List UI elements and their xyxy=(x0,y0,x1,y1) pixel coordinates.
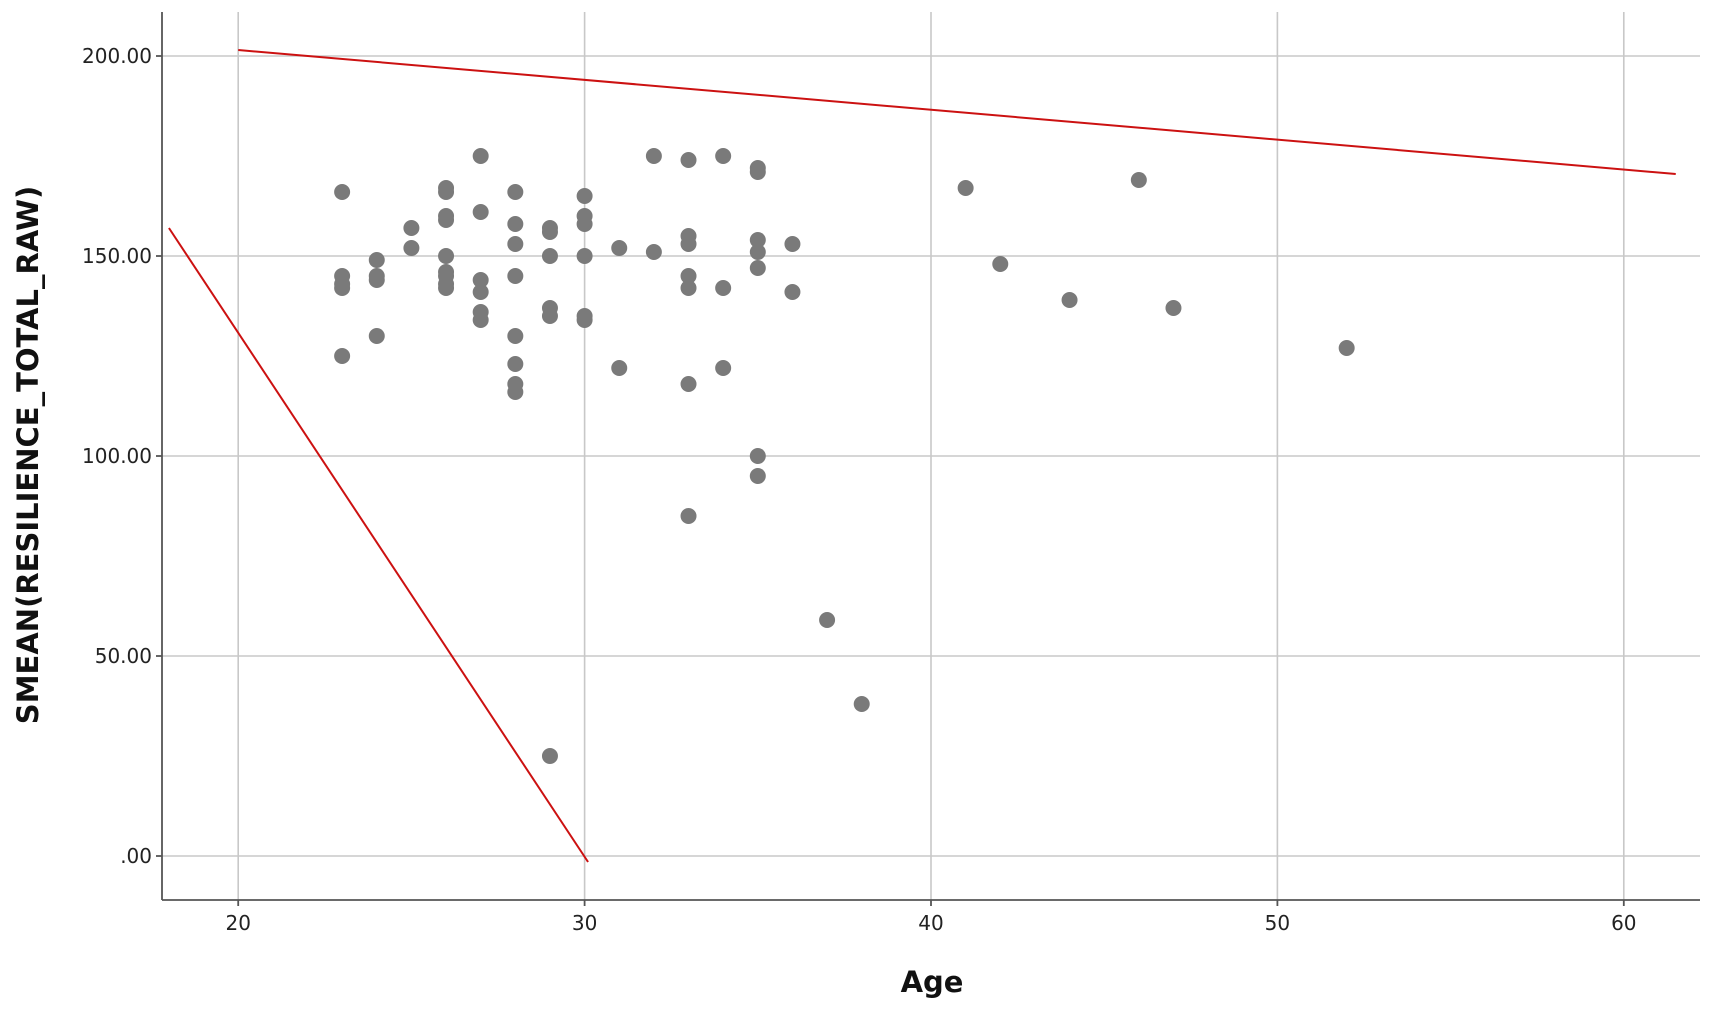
data-point xyxy=(992,256,1009,272)
data-point xyxy=(472,312,489,328)
data-point xyxy=(507,268,524,284)
data-point xyxy=(1338,340,1355,356)
data-point xyxy=(749,164,766,180)
data-point xyxy=(472,284,489,300)
data-point xyxy=(715,360,732,376)
data-point xyxy=(1130,172,1147,188)
y-axis-ticks: .00 50.00 100.00 150.00 200.00 xyxy=(82,44,162,868)
data-point xyxy=(576,216,593,232)
data-point xyxy=(403,220,420,236)
data-point xyxy=(507,216,524,232)
y-tick-label: .00 xyxy=(120,844,152,868)
data-point xyxy=(541,308,558,324)
data-point xyxy=(749,448,766,464)
data-point xyxy=(819,612,836,628)
gridlines xyxy=(162,12,1700,900)
data-point xyxy=(576,188,593,204)
data-point xyxy=(749,244,766,260)
y-tick-label: 50.00 xyxy=(95,644,152,668)
data-point xyxy=(368,272,385,288)
x-tick-label: 30 xyxy=(572,911,597,935)
data-point xyxy=(715,148,732,164)
data-point xyxy=(507,356,524,372)
data-point xyxy=(472,204,489,220)
data-point xyxy=(368,252,385,268)
y-tick-label: 100.00 xyxy=(82,444,152,468)
data-point xyxy=(853,696,870,712)
data-point xyxy=(715,280,732,296)
data-point xyxy=(957,180,974,196)
data-point xyxy=(749,468,766,484)
data-point xyxy=(541,224,558,240)
data-point xyxy=(680,152,697,168)
data-point xyxy=(334,184,351,200)
y-tick-label: 150.00 xyxy=(82,244,152,268)
data-point xyxy=(334,280,351,296)
data-point xyxy=(507,328,524,344)
reference-lines xyxy=(168,49,1676,863)
data-point xyxy=(438,280,455,296)
reference-line xyxy=(168,227,589,863)
data-point xyxy=(680,280,697,296)
data-point xyxy=(611,240,628,256)
data-point xyxy=(784,284,801,300)
data-point xyxy=(541,248,558,264)
data-point xyxy=(645,148,662,164)
data-point xyxy=(1165,300,1182,316)
y-tick-label: 200.00 xyxy=(82,44,152,68)
data-points xyxy=(334,148,1355,764)
x-tick-label: 20 xyxy=(225,911,250,935)
data-point xyxy=(680,268,697,284)
x-tick-label: 50 xyxy=(1265,911,1290,935)
data-point xyxy=(507,384,524,400)
x-axis-title: Age xyxy=(901,965,964,999)
data-point xyxy=(507,236,524,252)
x-tick-label: 60 xyxy=(1611,911,1636,935)
data-point xyxy=(1061,292,1078,308)
data-point xyxy=(784,236,801,252)
data-point xyxy=(438,212,455,228)
data-point xyxy=(680,508,697,524)
data-point xyxy=(645,244,662,260)
reference-line xyxy=(238,49,1676,175)
data-point xyxy=(680,236,697,252)
data-point xyxy=(368,328,385,344)
data-point xyxy=(680,376,697,392)
data-point xyxy=(507,184,524,200)
data-point xyxy=(438,248,455,264)
data-point xyxy=(749,232,766,248)
data-point xyxy=(403,240,420,256)
data-point xyxy=(472,272,489,288)
data-point xyxy=(472,148,489,164)
data-point xyxy=(541,748,558,764)
x-tick-label: 40 xyxy=(918,911,943,935)
data-point xyxy=(576,248,593,264)
y-axis-title: SMEAN(RESILIENCE_TOTAL_RAW) xyxy=(11,186,45,724)
data-point xyxy=(749,260,766,276)
x-axis-ticks: 20 30 40 50 60 xyxy=(225,900,1637,935)
data-point xyxy=(611,360,628,376)
data-point xyxy=(334,348,351,364)
data-point xyxy=(576,312,593,328)
data-point xyxy=(438,184,455,200)
